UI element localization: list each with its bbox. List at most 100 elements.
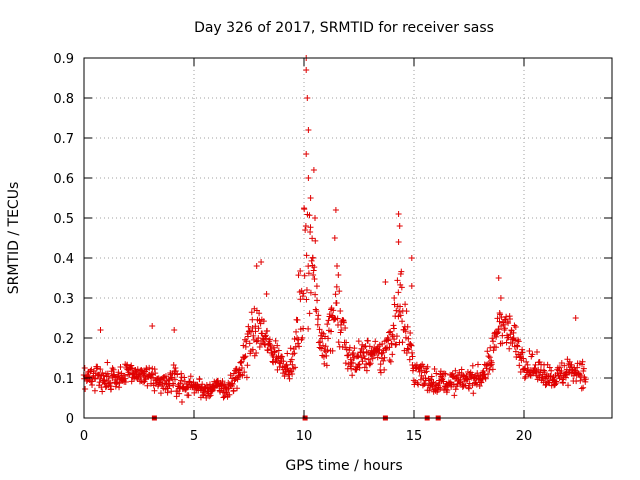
data-point <box>343 339 350 346</box>
data-point <box>464 376 471 383</box>
data-point <box>227 372 234 379</box>
data-point <box>185 392 192 399</box>
data-point <box>553 379 560 386</box>
data-point <box>395 239 402 245</box>
data-point <box>428 373 435 380</box>
data-point <box>382 279 389 285</box>
data-point <box>487 344 494 351</box>
data-point <box>303 296 310 303</box>
data-point <box>356 364 363 371</box>
data-point <box>531 365 538 372</box>
data-point <box>387 358 394 365</box>
data-point <box>393 341 400 348</box>
data-point <box>337 308 344 315</box>
data-point <box>253 338 260 345</box>
data-point <box>325 335 332 342</box>
data-point <box>97 366 104 373</box>
data-point <box>299 293 306 300</box>
data-point <box>308 257 315 264</box>
data-point <box>390 322 397 329</box>
data-point <box>397 303 404 310</box>
data-point <box>380 357 387 364</box>
data-point <box>520 355 527 362</box>
data-point <box>494 330 501 337</box>
data-point <box>260 318 267 325</box>
data-point <box>241 369 248 376</box>
data-point <box>332 291 339 298</box>
data-point <box>402 328 409 335</box>
data-point <box>271 348 278 355</box>
data-points <box>80 55 589 421</box>
data-point <box>122 378 129 385</box>
data-point <box>485 371 492 378</box>
data-point <box>266 341 273 348</box>
data-point <box>88 366 95 373</box>
data-point <box>324 347 331 354</box>
data-point <box>254 337 261 344</box>
data-point <box>506 345 513 352</box>
data-point <box>323 352 330 359</box>
data-point <box>314 297 321 304</box>
data-point <box>408 255 415 261</box>
data-point <box>333 283 340 290</box>
data-point <box>217 388 224 395</box>
data-point <box>144 382 151 389</box>
data-point <box>303 286 310 293</box>
data-point <box>578 385 585 392</box>
data-point <box>383 346 390 353</box>
data-point <box>579 361 586 368</box>
data-point <box>513 342 520 349</box>
data-point <box>473 381 480 388</box>
data-point <box>253 263 260 269</box>
axes: 0 0.1 0.2 0.3 0.4 0.5 0.6 0.7 0.8 0.9 0 5 10 15 20 <box>53 52 613 444</box>
data-point <box>301 206 308 213</box>
data-point <box>355 361 362 368</box>
data-point <box>519 349 526 356</box>
data-point <box>296 343 303 350</box>
data-point <box>440 378 447 385</box>
data-point <box>301 272 308 279</box>
data-point <box>329 347 336 354</box>
data-point <box>526 347 533 354</box>
data-point <box>367 360 374 367</box>
data-point <box>91 387 98 394</box>
data-point <box>392 341 399 348</box>
data-point <box>377 369 384 376</box>
data-point <box>361 344 368 351</box>
data-point <box>493 344 500 351</box>
data-point <box>335 339 342 346</box>
data-point <box>361 355 368 362</box>
data-point <box>483 365 490 372</box>
data-point <box>234 385 241 392</box>
data-point <box>552 381 559 388</box>
data-point <box>404 323 411 330</box>
data-point <box>297 296 304 303</box>
data-point <box>470 390 477 397</box>
data-point <box>105 373 112 380</box>
data-point <box>386 329 393 336</box>
data-point <box>507 331 514 338</box>
data-point <box>548 367 555 374</box>
data-point <box>99 388 106 395</box>
data-point <box>500 321 507 328</box>
data-point <box>579 358 586 365</box>
data-point <box>405 335 412 342</box>
data-point <box>355 338 362 345</box>
data-point <box>497 295 504 301</box>
data-point <box>305 175 312 181</box>
data-point <box>331 235 338 241</box>
data-point <box>122 375 129 382</box>
data-point <box>295 272 302 279</box>
data-point <box>388 340 395 347</box>
data-point <box>390 325 397 332</box>
data-point <box>289 361 296 368</box>
data-point <box>305 127 312 133</box>
data-point <box>474 370 481 377</box>
data-point <box>270 344 277 351</box>
data-point <box>172 364 179 371</box>
data-point <box>506 315 513 322</box>
data-point <box>259 330 266 337</box>
data-point <box>150 374 157 381</box>
data-point <box>234 376 241 383</box>
